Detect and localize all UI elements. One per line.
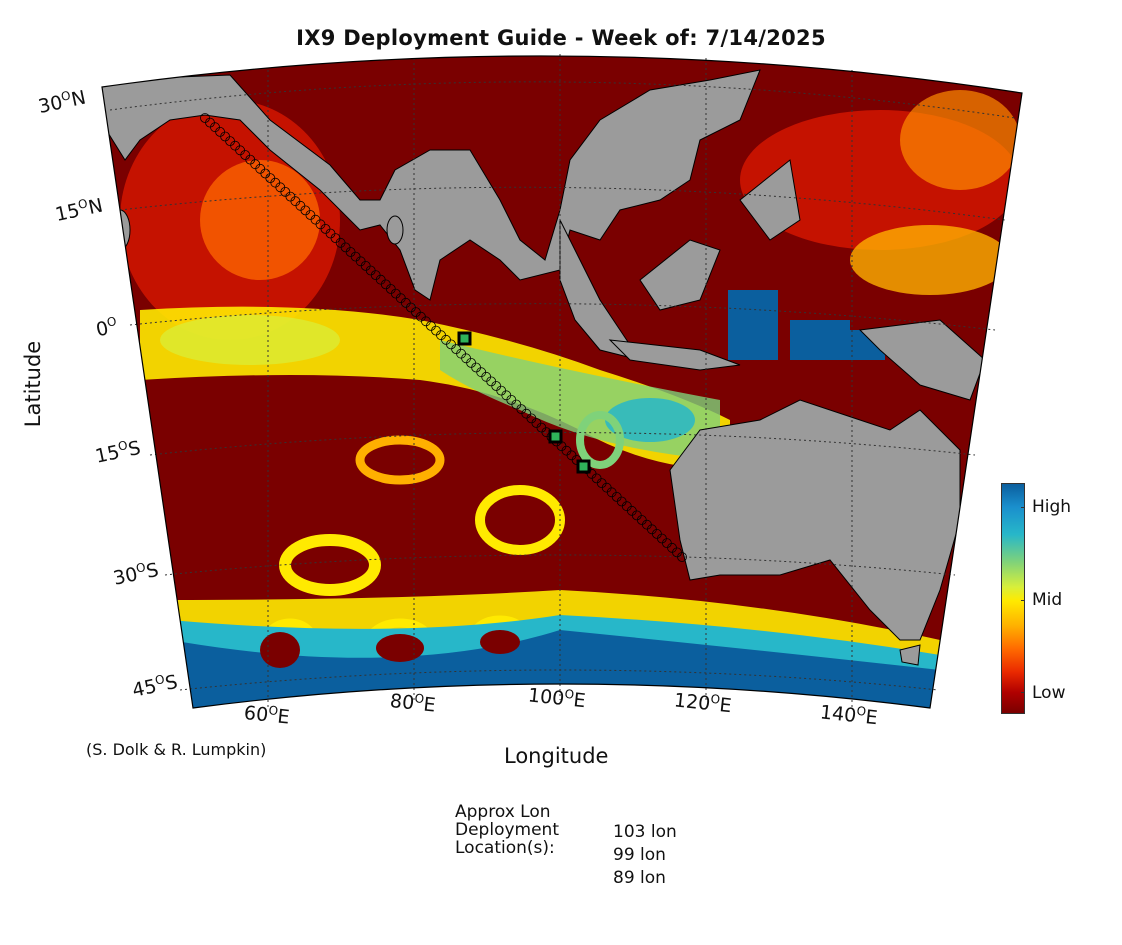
new-guinea — [858, 319, 986, 401]
deployment-marker-103 — [576, 459, 591, 474]
deployment-marker-99 — [548, 429, 563, 444]
deployment-caption-line2: Deployment — [455, 820, 559, 840]
eddy-core-6 — [376, 634, 424, 662]
borneo — [639, 239, 721, 311]
banda-sea-patch-1 — [728, 290, 778, 360]
lon-label-80e: 80OE — [388, 689, 437, 717]
africa-horn — [109, 209, 131, 251]
eddy-core-7 — [480, 630, 520, 654]
deployment-caption-line1: Approx Lon — [455, 802, 551, 822]
map-frame — [101, 55, 1023, 709]
deployment-value-1: 103 lon — [613, 822, 677, 842]
deployment-caption-line3: Location(s): — [455, 838, 555, 858]
high-spot-east — [605, 398, 695, 442]
deployment-value-2: 99 lon — [613, 845, 666, 865]
deployment-marker-89 — [457, 331, 472, 346]
eddy-ring-4 — [355, 435, 445, 485]
eddy-core-5 — [260, 632, 300, 668]
arabian-sea-core — [200, 160, 320, 280]
deployment-caption: Approx Lon Deployment Location(s): — [455, 803, 559, 857]
y-axis-label: Latitude — [21, 340, 45, 428]
graticule — [109, 54, 1016, 708]
colorbar-label-mid: Mid — [1032, 590, 1063, 610]
map-area — [102, 55, 1022, 708]
colorbar-label-low: Low — [1032, 683, 1066, 703]
deployment-markers — [457, 331, 591, 474]
australia — [669, 399, 961, 641]
eddy-ring-3 — [576, 411, 624, 469]
colorbar-tick-high — [1021, 507, 1025, 508]
java — [608, 339, 741, 371]
colorbar-tick-low — [1021, 692, 1025, 693]
equatorial-west — [160, 315, 340, 365]
colorbar-tick-mid — [1021, 600, 1025, 601]
lon-label-60e: 60OE — [242, 701, 291, 729]
sri-lanka — [386, 215, 404, 245]
credit-text: (S. Dolk & R. Lumpkin) — [86, 740, 267, 759]
lat-label-0: 0O — [94, 314, 118, 342]
asia-landmass — [102, 69, 761, 301]
sumatra — [559, 219, 642, 361]
deployment-value-3: 89 lon — [613, 868, 666, 888]
tasmania — [899, 644, 921, 666]
x-axis-label: Longitude — [504, 744, 609, 768]
colorbar — [1001, 483, 1025, 714]
transect-point — [677, 552, 687, 562]
colorbar-label-high: High — [1032, 497, 1072, 517]
map-title: IX9 Deployment Guide - Week of: 7/14/202… — [296, 26, 826, 50]
banda-sea-patch-2 — [790, 320, 850, 360]
pacific-band — [850, 225, 1010, 295]
pacific-north — [900, 90, 1020, 190]
philippines — [739, 159, 801, 241]
